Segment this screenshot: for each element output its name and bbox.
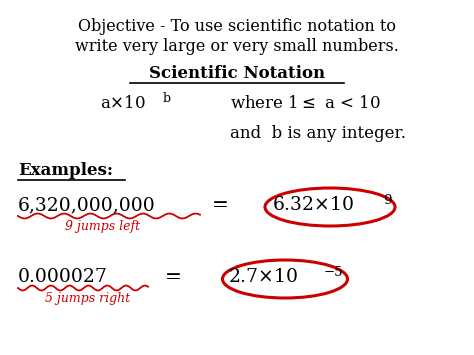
- Text: 2.7$\times$10: 2.7$\times$10: [228, 268, 298, 286]
- Text: write very large or very small numbers.: write very large or very small numbers.: [75, 38, 399, 55]
- Text: b: b: [163, 92, 171, 105]
- Text: a$\times$10: a$\times$10: [100, 95, 146, 112]
- Text: =: =: [165, 268, 182, 287]
- Text: 5 jumps right: 5 jumps right: [45, 292, 130, 305]
- Text: Examples:: Examples:: [18, 162, 113, 179]
- Text: =: =: [212, 196, 229, 215]
- Text: 0.000027: 0.000027: [18, 268, 108, 286]
- Text: where 1$\leq$ a < 10: where 1$\leq$ a < 10: [230, 95, 381, 112]
- Text: 6.32$\times$10: 6.32$\times$10: [272, 196, 354, 214]
- Text: 9 jumps left: 9 jumps left: [65, 220, 140, 233]
- Text: Scientific Notation: Scientific Notation: [149, 65, 325, 82]
- Text: and  b is any integer.: and b is any integer.: [230, 125, 406, 142]
- Text: −5: −5: [324, 266, 344, 279]
- Text: Objective - To use scientific notation to: Objective - To use scientific notation t…: [78, 18, 396, 35]
- Text: 9: 9: [383, 194, 392, 207]
- Text: 6,320,000,000: 6,320,000,000: [18, 196, 156, 214]
